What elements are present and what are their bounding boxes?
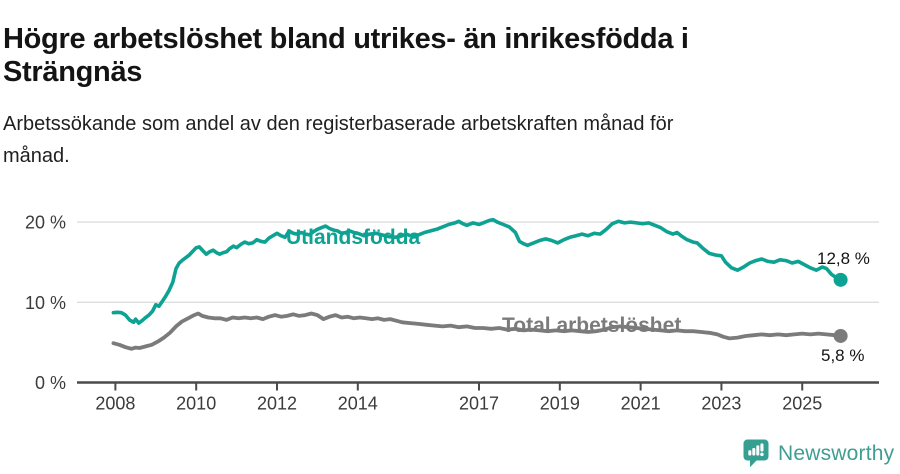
x-axis-tick-label: 2023 xyxy=(701,394,741,414)
page-title: Högre arbetslöshet bland utrikes- än inr… xyxy=(3,23,689,89)
x-axis-tick-label: 2019 xyxy=(540,394,580,414)
x-axis-tick-label: 2010 xyxy=(176,394,216,414)
x-axis-tick-label: 2017 xyxy=(459,394,499,414)
newsworthy-brand-text: Newsworthy xyxy=(778,441,895,465)
subtitle-line-1: Arbetssökande som andel av den registerb… xyxy=(3,113,674,135)
x-axis-tick-label: 2014 xyxy=(338,394,378,414)
x-axis-tick-label: 2021 xyxy=(621,394,661,414)
x-axis-tick-label: 2008 xyxy=(95,394,135,414)
x-axis-tick-label: 2012 xyxy=(257,394,297,414)
line-chart: 0 % 10 % 20 % 2008 2010 2012 2014 2017 2019 2021 2… xyxy=(25,213,879,414)
chart-subtitle: Arbetssökande som andel av den registerb… xyxy=(3,108,673,172)
title-line-2: Strängnäs xyxy=(3,56,143,89)
end-value-label-utlandsfodda: 12,8 % xyxy=(817,249,870,268)
series-line-total-arbetsloshet xyxy=(111,311,843,351)
newsworthy-logo[interactable]: Newsworthy xyxy=(743,439,894,468)
x-axis-tick-label: 2025 xyxy=(782,394,822,414)
series-line-utlandsfodda xyxy=(111,217,843,325)
y-axis-tick-label: 20 % xyxy=(25,213,66,233)
series-end-dot-total-arbetsloshet xyxy=(833,328,848,343)
bar-chart-speech-bubble-icon xyxy=(743,439,769,468)
title-line-1: Högre arbetslöshet bland utrikes- än inr… xyxy=(3,23,689,56)
series-label-utlandsfodda: Utlandsfödda xyxy=(286,226,421,249)
end-value-label-total-arbetsloshet: 5,8 % xyxy=(821,346,865,365)
subtitle-line-2: månad. xyxy=(3,145,70,167)
y-axis-tick-label: 10 % xyxy=(25,293,66,313)
series-label-total-arbetsloshet: Total arbetslöshet xyxy=(502,314,682,337)
y-axis-tick-label: 0 % xyxy=(35,373,66,393)
series-end-dot-utlandsfodda xyxy=(833,272,848,287)
